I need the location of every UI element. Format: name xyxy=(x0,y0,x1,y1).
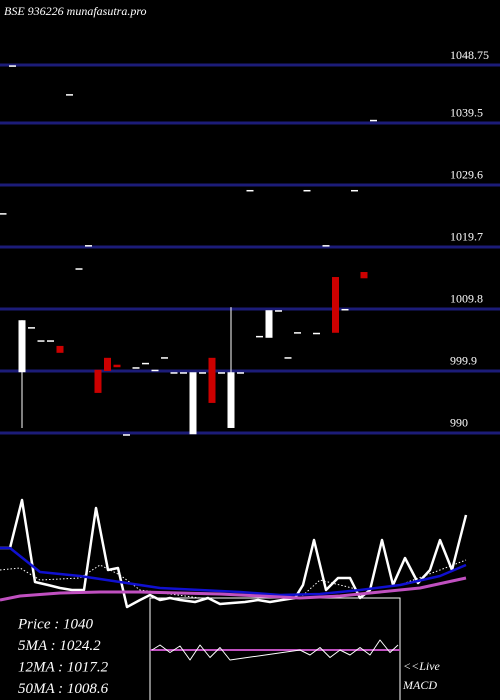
y-tick-label: 1048.75 xyxy=(450,48,489,62)
candle-body xyxy=(142,362,149,365)
candle-body xyxy=(218,372,225,374)
candle-body xyxy=(37,340,45,342)
candle-body xyxy=(56,345,64,353)
candle-body xyxy=(341,308,349,311)
candle-body xyxy=(332,277,339,333)
candle-body xyxy=(265,310,273,338)
candle-body xyxy=(237,372,244,374)
candle-body xyxy=(132,367,140,369)
candle-body xyxy=(9,65,16,67)
candle-body xyxy=(294,332,301,334)
candle-body xyxy=(256,335,263,338)
candle-body xyxy=(227,372,235,428)
candle-body xyxy=(370,119,377,122)
candle-body xyxy=(28,327,35,329)
chart-title: BSE 936226 munafasutra.pro xyxy=(4,4,147,18)
candle-body xyxy=(18,320,26,373)
indicator-line xyxy=(0,546,467,597)
y-tick-label: 1019.7 xyxy=(450,230,483,244)
candle-body xyxy=(199,372,206,374)
y-tick-label: 1029.6 xyxy=(450,168,483,182)
y-tick-label: 990 xyxy=(450,416,468,430)
legend-text: Price : 1040 xyxy=(17,616,93,632)
candle-body xyxy=(284,357,292,359)
indicator-line xyxy=(0,498,468,609)
candle-body xyxy=(189,372,197,435)
candle-body xyxy=(303,189,311,192)
indicator-line xyxy=(151,639,399,661)
candle-body xyxy=(180,372,187,374)
legend-text: 12MA : 1017.2 xyxy=(18,659,109,675)
candle-body xyxy=(85,245,92,247)
candle-body xyxy=(246,189,254,192)
candle-body xyxy=(66,94,73,96)
candle-body xyxy=(208,357,216,403)
y-tick-label: 1009.8 xyxy=(450,292,483,306)
candle-body xyxy=(47,340,54,342)
legend-text: 5MA : 1024.2 xyxy=(18,638,101,654)
candle-body xyxy=(322,245,330,247)
candle-body xyxy=(360,272,368,279)
candle-body xyxy=(94,369,102,393)
candle-body xyxy=(161,357,168,359)
legend-text: 50MA : 1008.6 xyxy=(18,681,109,697)
candle-body xyxy=(0,213,7,215)
candle-body xyxy=(313,332,320,335)
indicator-line xyxy=(0,576,467,602)
candle-body xyxy=(275,310,282,312)
y-tick-label: 999.9 xyxy=(450,354,477,368)
candle-body xyxy=(123,434,130,436)
y-tick-label: 1039.5 xyxy=(450,106,483,120)
candle-body xyxy=(75,268,83,270)
macd-label: <<Live xyxy=(403,659,441,673)
candle-body xyxy=(151,369,159,372)
candle-body xyxy=(170,372,178,374)
candle-body xyxy=(113,364,121,368)
macd-label: MACD xyxy=(402,678,437,692)
candle-body xyxy=(104,357,111,371)
candle-body xyxy=(351,189,358,192)
